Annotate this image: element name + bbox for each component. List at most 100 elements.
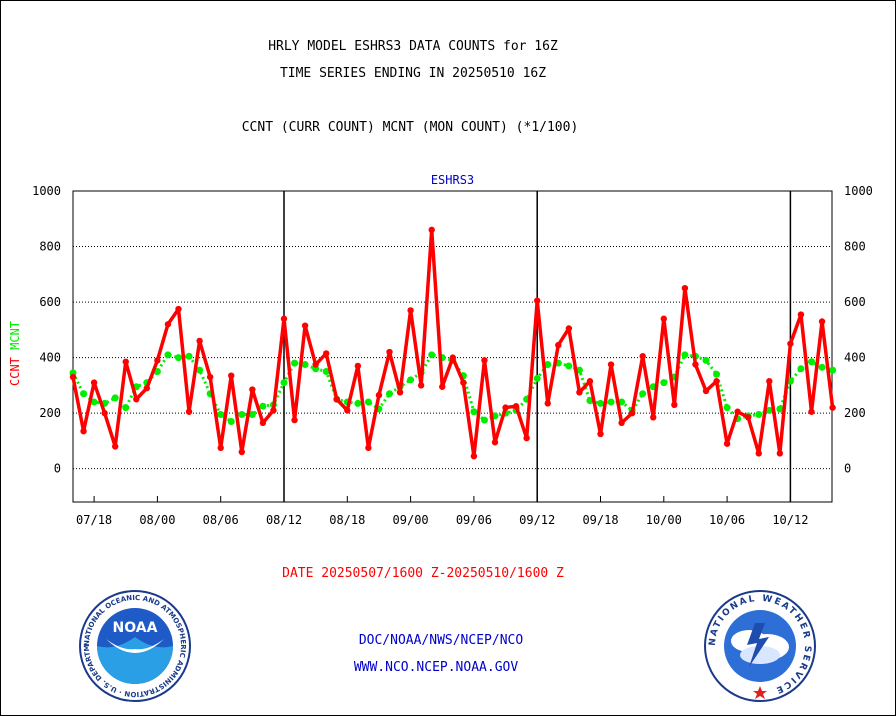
ccnt-point <box>491 439 499 446</box>
ccnt-point <box>639 353 646 360</box>
mcnt-point <box>364 398 372 406</box>
ccnt-point <box>618 419 625 427</box>
mcnt-point <box>386 390 393 398</box>
date-range-label: DATE 20250507/1600 Z-20250510/1600 Z <box>282 566 564 581</box>
ccnt-point <box>80 427 87 435</box>
chart-title-line2: TIME SERIES ENDING IN 20250510 16Z <box>279 66 547 81</box>
noaa-logo-text: NOAA <box>113 620 158 636</box>
mcnt-point <box>681 351 689 359</box>
ccnt-point <box>797 311 805 318</box>
y-tick-label-left: 0 <box>54 462 61 476</box>
x-tick-label: 08/00 <box>139 513 175 527</box>
mcnt-point <box>248 411 256 419</box>
mcnt-point <box>713 370 721 378</box>
ccnt-point <box>481 357 488 364</box>
ccnt-point <box>228 372 235 379</box>
ccnt-point <box>407 307 414 314</box>
plot-frame <box>72 190 833 503</box>
mcnt-point <box>322 367 330 375</box>
y-tick-label-right: 400 <box>844 351 866 365</box>
mcnt-point <box>259 402 267 410</box>
ccnt-point <box>69 373 77 381</box>
chart-title-line1: HRLY MODEL ESHRS3 DATA COUNTS for 16Z <box>268 39 558 54</box>
ccnt-point <box>217 444 224 452</box>
x-tick-label: 10/12 <box>772 513 808 527</box>
mcnt-point <box>80 390 88 398</box>
ccnt-point <box>534 297 541 304</box>
ccnt-point <box>745 414 752 421</box>
mcnt-point <box>428 351 436 359</box>
ccnt-point <box>270 407 277 414</box>
y-tick-label-right: 600 <box>844 295 866 309</box>
x-tick-label: 09/00 <box>393 513 429 527</box>
mcnt-point <box>723 404 731 412</box>
y-tick-label-left: 800 <box>39 240 61 254</box>
mcnt-point <box>597 399 604 407</box>
ccnt-point <box>375 391 383 399</box>
x-tick-label: 09/12 <box>519 513 555 527</box>
mcnt-point <box>829 366 837 374</box>
mcnt-point <box>797 365 805 373</box>
ccnt-point <box>808 408 815 415</box>
mcnt-point <box>607 398 615 406</box>
x-tick-label: 08/12 <box>266 513 302 527</box>
y-tick-label-left: 200 <box>39 406 61 420</box>
ccnt-point <box>470 452 478 460</box>
mcnt-point <box>301 361 309 369</box>
ccnt-point <box>660 315 667 322</box>
noaa-logo: NATIONAL OCEANIC AND ATMOSPHERIC ADMINIS… <box>78 589 191 702</box>
nws-logo: NATIONAL WEATHER SERVICE <box>704 590 816 702</box>
ccnt-point <box>164 321 172 328</box>
ccnt-point <box>206 373 214 381</box>
ccnt-point <box>354 362 362 370</box>
ccnt-point <box>502 404 509 411</box>
ccnt-point <box>365 444 372 452</box>
ccnt-point <box>154 357 161 364</box>
ccnt-point <box>143 384 151 392</box>
x-tick-label: 07/18 <box>76 513 112 527</box>
mcnt-point <box>639 390 647 398</box>
ylabel-ccnt: CCNT <box>8 350 22 386</box>
ccnt-point <box>133 396 140 403</box>
y-tick-label-left: 600 <box>39 295 61 309</box>
ccnt-point <box>597 430 604 438</box>
x-tick-label: 10/00 <box>646 513 682 527</box>
ccnt-point <box>238 448 245 456</box>
ccnt-point <box>333 396 340 403</box>
ccnt-point <box>576 389 583 396</box>
ccnt-point <box>829 404 836 411</box>
y-axis-series-labels: CCNT MCNT <box>8 321 22 386</box>
ccnt-point <box>291 416 298 424</box>
ccnt-point <box>650 414 657 421</box>
ccnt-point <box>565 325 573 332</box>
x-tick-label: 08/18 <box>329 513 365 527</box>
ccnt-point <box>175 305 182 313</box>
ccnt-point <box>702 387 710 395</box>
mcnt-point <box>660 379 668 387</box>
ccnt-point <box>90 379 98 386</box>
ccnt-point <box>512 403 520 410</box>
ccnt-point <box>734 408 741 415</box>
org-path-label: DOC/NOAA/NWS/NCEP/NCO <box>358 633 524 648</box>
y-tick-label-right: 800 <box>844 240 866 254</box>
mcnt-point <box>470 408 478 416</box>
ylabel-mcnt: MCNT <box>8 321 22 350</box>
ccnt-point <box>386 348 393 356</box>
ccnt-point <box>723 440 731 447</box>
mcnt-point <box>808 358 815 366</box>
ccnt-point <box>555 341 562 349</box>
ccnt-point <box>586 378 594 385</box>
ccnt-point <box>787 340 794 347</box>
ccnt-point <box>439 383 446 390</box>
ccnt-point <box>671 401 678 409</box>
mcnt-point <box>164 351 172 359</box>
y-tick-label-left: 400 <box>39 351 61 365</box>
mcnt-point <box>702 356 710 364</box>
ccnt-point <box>607 361 615 368</box>
ccnt-point <box>396 389 404 396</box>
mcnt-point <box>111 394 119 402</box>
ccnt-point <box>185 408 193 415</box>
ccnt-point <box>249 386 256 393</box>
mcnt-point <box>533 374 541 382</box>
